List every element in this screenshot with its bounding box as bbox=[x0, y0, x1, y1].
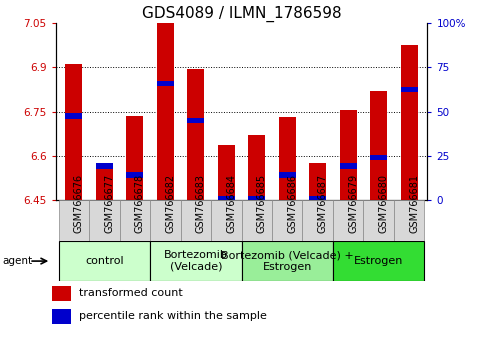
Text: GSM766677: GSM766677 bbox=[104, 174, 114, 233]
Bar bbox=[127, 172, 143, 178]
Text: GSM766676: GSM766676 bbox=[74, 174, 84, 233]
Bar bbox=[363, 200, 394, 241]
Text: GSM766679: GSM766679 bbox=[348, 174, 358, 233]
Bar bbox=[340, 164, 356, 169]
Bar bbox=[218, 145, 235, 200]
Bar bbox=[401, 45, 417, 200]
Bar bbox=[279, 118, 296, 200]
Bar bbox=[272, 200, 302, 241]
Bar bbox=[96, 164, 113, 169]
Bar bbox=[248, 196, 265, 201]
Bar bbox=[248, 135, 265, 200]
Text: GSM766686: GSM766686 bbox=[287, 174, 297, 233]
Bar bbox=[181, 200, 211, 241]
Text: GSM766685: GSM766685 bbox=[257, 174, 267, 233]
Bar bbox=[401, 87, 417, 92]
Bar bbox=[340, 110, 356, 200]
Bar bbox=[309, 163, 326, 200]
Text: Estrogen: Estrogen bbox=[354, 256, 403, 266]
Bar bbox=[333, 241, 425, 281]
Title: GDS4089 / ILMN_1786598: GDS4089 / ILMN_1786598 bbox=[142, 5, 341, 22]
Bar bbox=[96, 163, 113, 200]
Bar bbox=[370, 155, 387, 160]
Bar bbox=[53, 286, 71, 301]
Text: GSM766680: GSM766680 bbox=[379, 174, 389, 233]
Bar bbox=[242, 241, 333, 281]
Bar bbox=[157, 23, 174, 200]
Text: GSM766684: GSM766684 bbox=[226, 174, 236, 233]
Bar bbox=[394, 200, 425, 241]
Bar bbox=[309, 196, 326, 201]
Bar bbox=[187, 69, 204, 200]
Bar bbox=[211, 200, 242, 241]
Bar bbox=[120, 200, 150, 241]
Bar bbox=[53, 309, 71, 324]
Bar bbox=[333, 200, 363, 241]
Bar bbox=[218, 196, 235, 201]
Bar bbox=[187, 118, 204, 123]
Bar bbox=[242, 200, 272, 241]
Bar bbox=[58, 200, 89, 241]
Text: Bortezomib
(Velcade): Bortezomib (Velcade) bbox=[164, 250, 227, 272]
Bar bbox=[58, 241, 150, 281]
Bar bbox=[150, 200, 181, 241]
Bar bbox=[150, 241, 242, 281]
Bar bbox=[279, 172, 296, 178]
Bar bbox=[157, 81, 174, 86]
Text: transformed count: transformed count bbox=[79, 289, 183, 298]
Text: percentile rank within the sample: percentile rank within the sample bbox=[79, 312, 267, 321]
Bar bbox=[370, 91, 387, 200]
Text: GSM766687: GSM766687 bbox=[318, 174, 327, 233]
Bar bbox=[89, 200, 120, 241]
Text: GSM766681: GSM766681 bbox=[409, 174, 419, 233]
Text: GSM766678: GSM766678 bbox=[135, 174, 145, 233]
Text: Bortezomib (Velcade) +
Estrogen: Bortezomib (Velcade) + Estrogen bbox=[221, 250, 354, 272]
Text: control: control bbox=[85, 256, 124, 266]
Bar bbox=[127, 116, 143, 200]
Text: GSM766682: GSM766682 bbox=[165, 174, 175, 233]
Text: agent: agent bbox=[2, 256, 32, 266]
Bar bbox=[66, 64, 82, 200]
Bar bbox=[66, 113, 82, 119]
Text: GSM766683: GSM766683 bbox=[196, 174, 206, 233]
Bar bbox=[302, 200, 333, 241]
